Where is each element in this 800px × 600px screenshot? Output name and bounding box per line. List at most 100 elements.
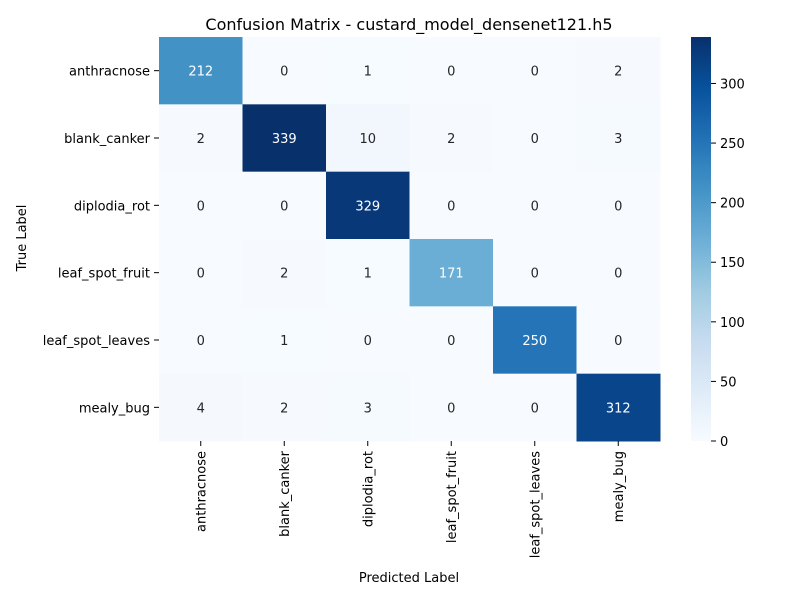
y-tick-label: leaf_spot_leaves (43, 334, 150, 349)
cell-value-label: 2 (447, 132, 455, 147)
cell-value-label: 3 (364, 401, 372, 416)
y-tick-label: mealy_bug (79, 401, 150, 416)
heatmap-grid: 212 0 1 0 0 22 339 10 2 0 30 0 329 0 0 00 2 1 171 0 00 1 0 0 250… (159, 37, 661, 442)
heatmap-cell (159, 104, 243, 173)
cell-value-label: 0 (447, 65, 455, 80)
y-tick-label: blank_canker (64, 132, 151, 147)
cell-value-label: 212 (188, 65, 213, 80)
cell-value-label: 0 (531, 132, 539, 147)
y-tick-label: anthracnose (69, 65, 150, 80)
x-axis-label: Predicted Label (359, 571, 459, 586)
heatmap-cell (326, 37, 410, 105)
cell-value-label: 2 (280, 401, 288, 416)
heatmap-cell (242, 239, 327, 307)
cell-value-label: 339 (272, 132, 297, 147)
colorbar-tick-label: 100 (720, 316, 745, 331)
colorbar: 0 50 100 150 200 250 300 (691, 37, 745, 450)
heatmap-cell (159, 306, 243, 375)
x-tick-label: anthracnose (194, 451, 209, 532)
heatmap-cell (409, 37, 494, 105)
cell-value-label: 0 (447, 334, 455, 349)
cell-value-label: 1 (364, 65, 372, 80)
x-tick-label: leaf_spot_fruit (445, 451, 460, 543)
cell-value-label: 1 (364, 267, 372, 282)
cell-value-label: 0 (614, 267, 622, 282)
cell-value-label: 329 (355, 199, 380, 214)
heatmap-cell (242, 171, 327, 240)
cell-value-label: 0 (531, 65, 539, 80)
x-tick-label: mealy_bug (612, 451, 627, 522)
heatmap-cell (159, 37, 243, 105)
heatmap-cell (493, 239, 577, 307)
heatmap-cell (493, 37, 577, 105)
heatmap-cell (326, 373, 410, 442)
y-axis-label: True Label (15, 205, 30, 273)
heatmap-cell (576, 104, 661, 173)
heatmap-cell (576, 37, 661, 105)
heatmap-cell (493, 373, 577, 442)
cell-value-label: 0 (531, 199, 539, 214)
x-axis: anthracnose blank_canker diplodia_rot leaf_… (194, 441, 627, 558)
heatmap-cell (159, 373, 243, 442)
heatmap-cell (493, 104, 577, 173)
cell-value-label: 171 (439, 267, 464, 282)
cell-value-label: 0 (531, 401, 539, 416)
x-tick-label: blank_canker (278, 450, 293, 537)
heatmap-cell (326, 306, 410, 375)
heatmap-cell (409, 171, 494, 240)
cell-value-label: 0 (197, 267, 205, 282)
cell-value-label: 0 (364, 334, 372, 349)
heatmap-cell (493, 171, 577, 240)
cell-value-label: 0 (531, 267, 539, 282)
heatmap-cell (242, 104, 327, 173)
y-tick-label: diplodia_rot (74, 199, 150, 214)
heatmap-cell (409, 104, 494, 173)
heatmap-cell (326, 104, 410, 173)
cell-value-label: 312 (606, 401, 631, 416)
cell-value-label: 0 (197, 199, 205, 214)
heatmap-cell (409, 306, 494, 375)
heatmap-cell (159, 239, 243, 307)
cell-value-label: 0 (280, 65, 288, 80)
cell-value-label: 0 (614, 199, 622, 214)
colorbar-tick-label: 300 (720, 77, 745, 92)
cell-value-label: 1 (280, 334, 288, 349)
cell-value-label: 0 (280, 199, 288, 214)
cell-value-label: 3 (614, 132, 622, 147)
heatmap-cell (159, 171, 243, 240)
heatmap-cell (326, 171, 410, 240)
x-tick-label: diplodia_rot (361, 451, 376, 527)
heatmap-cell (242, 37, 327, 105)
heatmap-cell (409, 239, 494, 307)
cell-value-label: 2 (614, 65, 622, 80)
cell-value-label: 250 (522, 334, 547, 349)
y-axis: anthracnose blank_canker diplodia_rot leaf_… (43, 65, 159, 416)
cell-value-label: 10 (359, 132, 376, 147)
cell-value-label: 2 (197, 132, 205, 147)
cell-value-label: 4 (197, 401, 205, 416)
x-tick-label: leaf_spot_leaves (528, 451, 543, 558)
colorbar-tick-label: 150 (720, 256, 745, 271)
heatmap-cell (326, 239, 410, 307)
colorbar-tick-label: 250 (720, 137, 745, 152)
heatmap-cell (576, 306, 661, 375)
heatmap-cell (242, 306, 327, 375)
cell-value-label: 0 (614, 334, 622, 349)
heatmap-cell (409, 373, 494, 442)
colorbar-gradient (691, 37, 711, 441)
chart-title: Confusion Matrix - custard_model_densene… (205, 15, 612, 35)
heatmap-cell (493, 306, 577, 375)
heatmap-cell (576, 171, 661, 240)
cell-value-label: 2 (280, 267, 288, 282)
cell-value-label: 0 (447, 199, 455, 214)
cell-value-label: 0 (447, 401, 455, 416)
colorbar-tick-label: 50 (720, 375, 737, 390)
heatmap-cell (576, 373, 661, 442)
heatmap-cell (576, 239, 661, 307)
heatmap-cell (242, 373, 327, 442)
y-tick-label: leaf_spot_fruit (58, 267, 150, 282)
colorbar-tick-label: 0 (720, 435, 728, 450)
colorbar-tick-label: 200 (720, 197, 745, 212)
cell-value-label: 0 (197, 334, 205, 349)
